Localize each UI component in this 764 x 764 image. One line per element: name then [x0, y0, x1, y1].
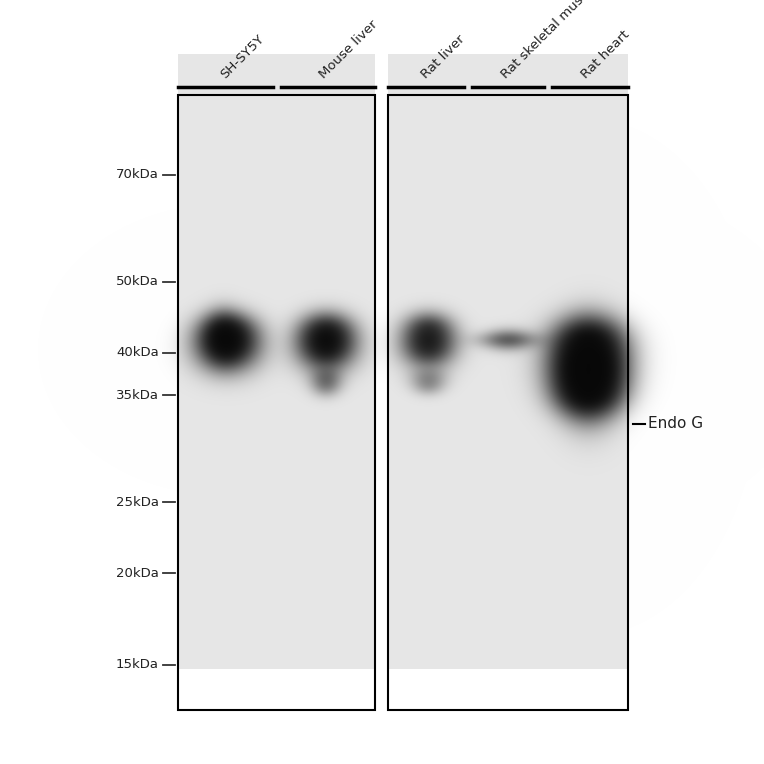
Bar: [178, 95, 375, 710]
Text: 50kDa: 50kDa: [116, 275, 159, 288]
Text: 35kDa: 35kDa: [116, 389, 159, 402]
Text: Mouse liver: Mouse liver: [316, 18, 380, 81]
Text: Rat heart: Rat heart: [579, 28, 632, 81]
Text: SH-SY5Y: SH-SY5Y: [218, 32, 267, 81]
Text: 20kDa: 20kDa: [116, 567, 159, 580]
Text: Rat liver: Rat liver: [419, 33, 468, 81]
Text: 40kDa: 40kDa: [116, 346, 159, 359]
Bar: [388, 95, 628, 710]
Text: Endo G: Endo G: [648, 416, 703, 431]
Text: 25kDa: 25kDa: [116, 496, 159, 509]
Text: Rat skeletal muscle: Rat skeletal muscle: [499, 0, 600, 81]
Text: 70kDa: 70kDa: [116, 168, 159, 181]
Text: 15kDa: 15kDa: [116, 658, 159, 671]
